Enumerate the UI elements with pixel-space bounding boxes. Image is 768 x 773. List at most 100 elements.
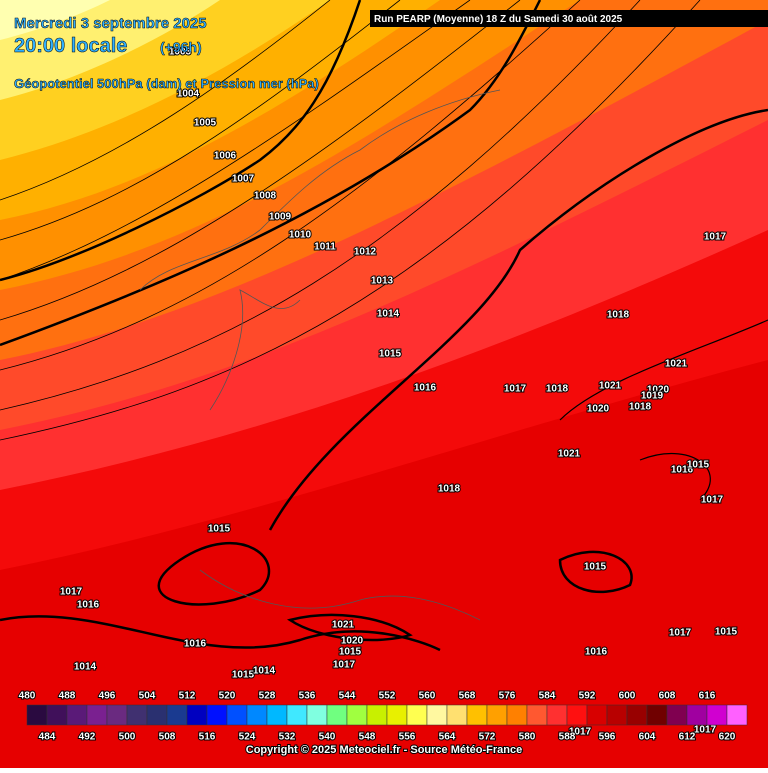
colorbar-label: 576 bbox=[499, 691, 516, 702]
colorbar-swatch bbox=[26, 704, 48, 726]
colorbar-swatch bbox=[226, 704, 248, 726]
colorbar-swatch bbox=[346, 704, 368, 726]
pressure-label: 1015 bbox=[715, 627, 738, 638]
pressure-label: 1021 bbox=[558, 449, 581, 460]
pressure-label: 1017 bbox=[669, 628, 692, 639]
colorbar-swatch bbox=[146, 704, 168, 726]
colorbar-label: 492 bbox=[79, 732, 96, 743]
pressure-label: 1017 bbox=[701, 495, 724, 506]
colorbar-label: 512 bbox=[179, 691, 196, 702]
colorbar-label: 508 bbox=[159, 732, 176, 743]
colorbar-swatch bbox=[546, 704, 568, 726]
colorbar-swatch bbox=[126, 704, 148, 726]
colorbar-swatch bbox=[526, 704, 548, 726]
colorbar-label: 592 bbox=[579, 691, 596, 702]
colorbar-swatch bbox=[606, 704, 628, 726]
colorbar-label: 608 bbox=[659, 691, 676, 702]
pressure-label: 1018 bbox=[629, 402, 652, 413]
colorbar-swatch bbox=[426, 704, 448, 726]
colorbar-label: 544 bbox=[339, 691, 356, 702]
colorbar-swatch bbox=[86, 704, 108, 726]
colorbar-swatch bbox=[446, 704, 468, 726]
colorbar-label: 484 bbox=[39, 732, 56, 743]
colorbar-swatch bbox=[566, 704, 588, 726]
colorbar-label: 612 bbox=[679, 732, 696, 743]
pressure-label: 1018 bbox=[607, 310, 630, 321]
colorbar-swatch bbox=[506, 704, 528, 726]
colorbar-swatch bbox=[586, 704, 608, 726]
colorbar-swatch bbox=[666, 704, 688, 726]
pressure-label: 1009 bbox=[269, 212, 292, 223]
colorbar-swatch bbox=[266, 704, 288, 726]
colorbar-label: 520 bbox=[219, 691, 236, 702]
pressure-label: 1014 bbox=[74, 662, 97, 673]
pressure-label: 1014 bbox=[377, 309, 400, 320]
colorbar-label: 600 bbox=[619, 691, 636, 702]
colorbar-swatch bbox=[66, 704, 88, 726]
pressure-label: 1013 bbox=[371, 276, 394, 287]
pressure-label: 1017 bbox=[569, 727, 592, 738]
colorbar-label: 596 bbox=[599, 732, 616, 743]
colorbar-label: 480 bbox=[19, 691, 36, 702]
copyright: Copyright © 2025 Meteociel.fr - Source M… bbox=[246, 744, 522, 756]
pressure-label: 1016 bbox=[671, 465, 694, 476]
colorbar-label: 604 bbox=[639, 732, 656, 743]
pressure-label: 1004 bbox=[177, 89, 200, 100]
colorbar-swatch bbox=[246, 704, 268, 726]
pressure-label: 1006 bbox=[214, 151, 237, 162]
colorbar-swatch bbox=[706, 704, 728, 726]
coastlines bbox=[139, 89, 501, 621]
colorbar: 480 484 488 492 496 500 504 508 512 516 520 524 528 5… bbox=[18, 690, 748, 744]
colorbar-label: 528 bbox=[259, 691, 276, 702]
colorbar-label: 588 bbox=[559, 732, 576, 743]
pressure-label: 1007 bbox=[232, 174, 255, 185]
forecast-time: 20:00 locale bbox=[14, 35, 127, 57]
pressure-label: 1005 bbox=[194, 118, 217, 129]
pressure-label: 1015 bbox=[379, 349, 402, 360]
colorbar-label: 488 bbox=[59, 691, 76, 702]
pressure-label: 1014 bbox=[253, 666, 276, 677]
colorbar-swatch bbox=[46, 704, 68, 726]
colorbar-swatch bbox=[366, 704, 388, 726]
pressure-label: 1015 bbox=[339, 647, 362, 658]
colorbar-label: 548 bbox=[359, 732, 376, 743]
colorbar-swatch bbox=[306, 704, 328, 726]
pressure-label: 1011 bbox=[314, 242, 336, 253]
colorbar-swatch bbox=[326, 704, 348, 726]
pressure-label: 1012 bbox=[354, 247, 377, 258]
colorbar-swatch bbox=[726, 704, 748, 726]
pressure-label: 1016 bbox=[77, 600, 100, 611]
colorbar-label: 584 bbox=[539, 691, 556, 702]
colorbar-swatch bbox=[386, 704, 408, 726]
pressure-label: 1020 bbox=[341, 636, 364, 647]
colorbar-label: 516 bbox=[199, 732, 216, 743]
colorbar-label: 560 bbox=[419, 691, 436, 702]
pressure-label: 1018 bbox=[546, 384, 569, 395]
pressure-label: 1021 bbox=[332, 620, 355, 631]
colorbar-swatch bbox=[626, 704, 648, 726]
colorbar-swatch bbox=[646, 704, 668, 726]
colorbar-label: 580 bbox=[519, 732, 536, 743]
field-name: Géopotentiel 500hPa (dam) et Pression me… bbox=[14, 76, 319, 91]
pressure-label: 1016 bbox=[414, 383, 437, 394]
pressure-label: 1019 bbox=[641, 391, 664, 402]
pressure-label: 1015 bbox=[584, 562, 607, 573]
pressure-label: 1020 bbox=[587, 404, 610, 415]
colorbar-label: 532 bbox=[279, 732, 296, 743]
pressure-label: 1015 bbox=[687, 460, 710, 471]
pressure-label: 1021 bbox=[599, 381, 622, 392]
pressure-label: 1018 bbox=[438, 484, 461, 495]
colorbar-swatch bbox=[106, 704, 128, 726]
pressure-label: 1017 bbox=[704, 232, 727, 243]
colorbar-label: 568 bbox=[459, 691, 476, 702]
lead-time: (+96h) bbox=[160, 39, 202, 55]
pressure-label: 1020 bbox=[647, 385, 670, 396]
colorbar-swatch bbox=[166, 704, 188, 726]
colorbar-label: 572 bbox=[479, 732, 496, 743]
colorbar-label: 500 bbox=[119, 732, 136, 743]
colorbar-label: 536 bbox=[299, 691, 316, 702]
colorbar-label: 524 bbox=[239, 732, 256, 743]
colorbar-label: 496 bbox=[99, 691, 116, 702]
